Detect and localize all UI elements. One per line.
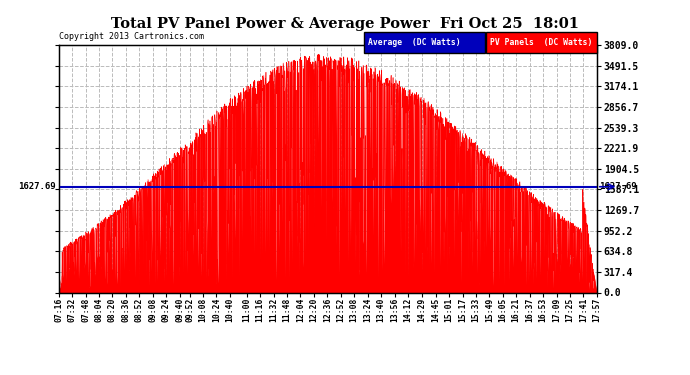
Text: Average  (DC Watts): Average (DC Watts) [368,38,460,47]
Text: 1627.69: 1627.69 [19,182,56,191]
Text: 1627.69: 1627.69 [600,182,637,191]
Text: PV Panels  (DC Watts): PV Panels (DC Watts) [490,38,592,47]
Text: Copyright 2013 Cartronics.com: Copyright 2013 Cartronics.com [59,32,204,41]
Text: Total PV Panel Power & Average Power  Fri Oct 25  18:01: Total PV Panel Power & Average Power Fri… [111,17,579,31]
